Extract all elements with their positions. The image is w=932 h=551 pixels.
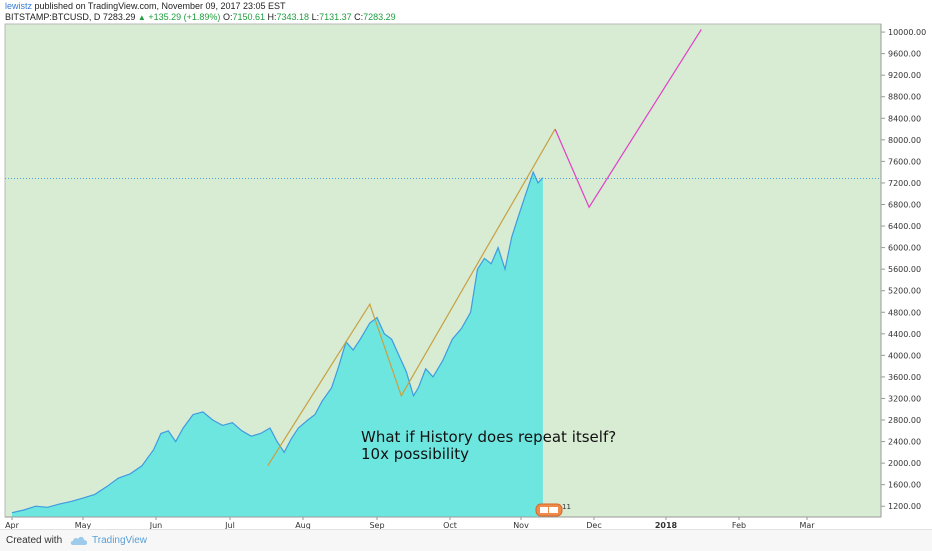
y-tick-label: 8000.00: [888, 136, 921, 145]
change-arrow-icon: ▲: [137, 13, 146, 22]
price-area-layer: [11, 170, 544, 517]
x-axis-ticks: Apr May Jun Jul Aug Sep Oct Nov Dec 2018 Feb Mar: [5, 517, 815, 530]
y-tick-label: 3600.00: [888, 373, 921, 382]
publish-line: lewistz published on TradingView.com, No…: [5, 1, 286, 11]
historical-swing-line: [267, 128, 556, 467]
y-tick-label: 4400.00: [888, 330, 921, 339]
y-tick-label: 6000.00: [888, 244, 921, 253]
x-tick-label: Sep: [369, 521, 384, 530]
y-tick-label: 2000.00: [888, 459, 921, 468]
price-change: +135.29 (+1.89%): [148, 12, 221, 22]
annotation-line-2: 10x possibility: [361, 445, 469, 463]
x-tick-label: May: [75, 521, 92, 530]
low-value: 7131.37: [319, 12, 352, 22]
y-tick-label: 1600.00: [888, 481, 921, 490]
y-axis-ticks: 10000.00 9600.00 9200.00 8800.00 8400.00 8000…: [881, 28, 926, 511]
x-tick-label: Dec: [586, 521, 601, 530]
x-tick-label: Apr: [5, 521, 20, 530]
y-tick-label: 6800.00: [888, 200, 921, 209]
x-tick-label: Nov: [513, 521, 529, 530]
projection-line: [554, 29, 702, 209]
events-badge[interactable]: [535, 503, 563, 517]
y-tick-label: 10000.00: [888, 28, 926, 37]
y-tick-label: 7600.00: [888, 157, 921, 166]
y-tick-label: 5600.00: [888, 265, 921, 274]
created-with-label: Created with: [6, 535, 63, 546]
tradingview-cloud-icon: [70, 536, 88, 545]
price-area-fill: [12, 172, 543, 517]
y-tick-label: 3200.00: [888, 394, 921, 403]
x-tick-label: Oct: [443, 521, 457, 530]
y-tick-label: 9600.00: [888, 50, 921, 59]
projection-lines-layer: [267, 29, 702, 467]
footer-bar: Created with TradingView: [0, 529, 932, 551]
y-tick-label: 4000.00: [888, 351, 921, 360]
author-link[interactable]: lewistz: [5, 1, 33, 11]
symbol-line: BITSTAMP:BTCUSD, D 7283.29 ▲ +135.29 (+1…: [5, 12, 396, 22]
high-value: 7343.18: [276, 12, 310, 22]
y-tick-label: 5200.00: [888, 287, 921, 296]
close-value: 7283.29: [363, 12, 396, 22]
y-tick-label: 2800.00: [888, 416, 921, 425]
x-tick-label: 2018: [655, 521, 678, 530]
y-tick-label: 6400.00: [888, 222, 921, 231]
close-label: C:: [354, 12, 364, 22]
x-tick-label: Jul: [224, 521, 235, 530]
annotation-line-1: What if History does repeat itself?: [361, 428, 616, 446]
y-tick-label: 8800.00: [888, 93, 921, 102]
x-tick-label: Feb: [732, 521, 746, 530]
y-tick-label: 9200.00: [888, 71, 921, 80]
price-chart[interactable]: 10000.00 9600.00 9200.00 8800.00 8400.00 8000…: [0, 0, 932, 530]
price-line: [11, 170, 544, 514]
published-text: published on TradingView.com, November 0…: [34, 1, 286, 11]
high-label: H:: [267, 12, 277, 22]
tradingview-brand-link[interactable]: TradingView: [92, 535, 148, 546]
x-tick-label: Jun: [149, 521, 163, 530]
symbol-name: BITSTAMP:BTCUSD, D: [5, 12, 101, 22]
y-tick-label: 2400.00: [888, 438, 921, 447]
y-tick-label: 1200.00: [888, 502, 921, 511]
y-tick-label: 7200.00: [888, 179, 921, 188]
open-label: O:: [222, 12, 233, 22]
low-label: L:: [311, 12, 320, 22]
events-count: 11: [562, 503, 571, 511]
y-tick-label: 8400.00: [888, 114, 921, 123]
open-value: 7150.61: [232, 12, 265, 22]
x-tick-label: Mar: [799, 521, 815, 530]
last-price: 7283.29: [102, 12, 136, 22]
y-tick-label: 4800.00: [888, 308, 921, 317]
x-tick-label: Aug: [295, 521, 311, 530]
